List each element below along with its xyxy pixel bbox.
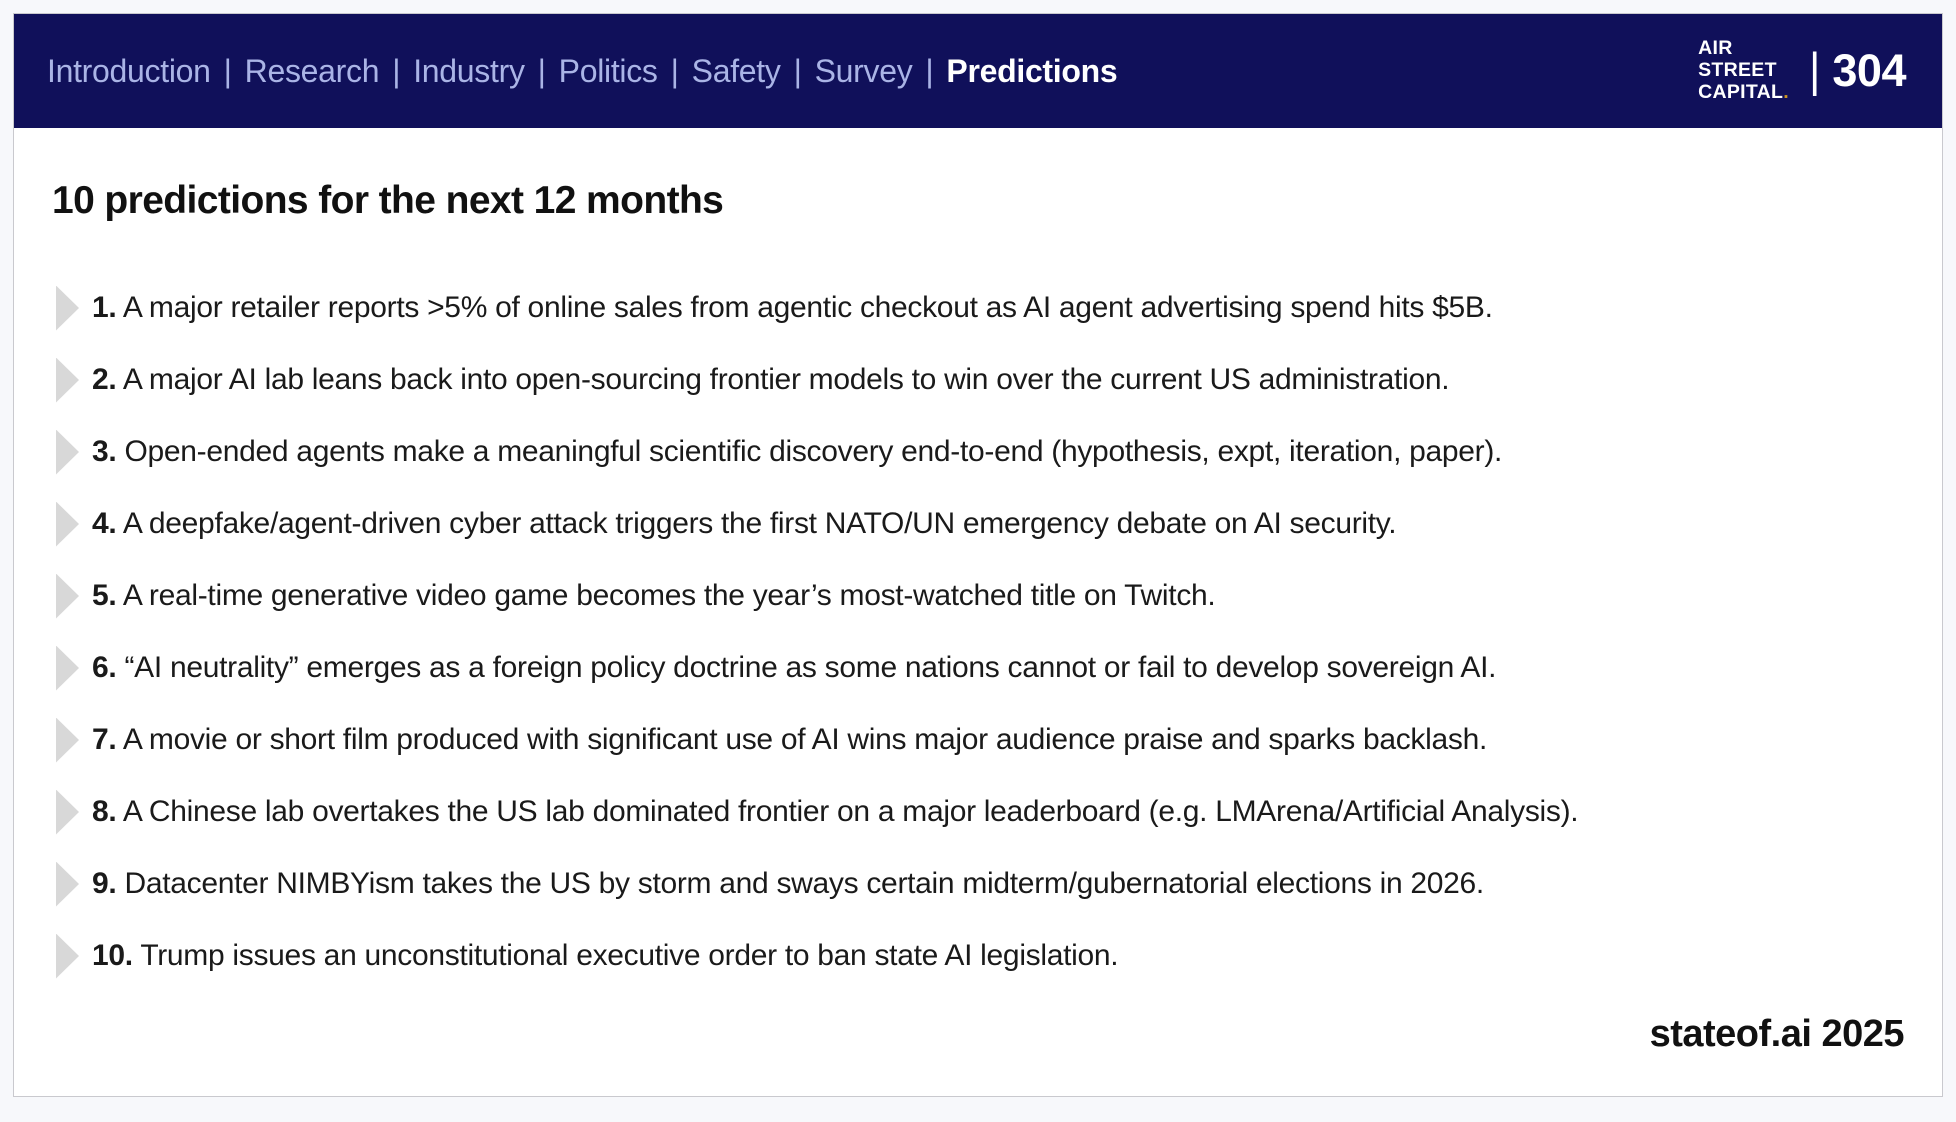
prediction-number: 9. — [92, 867, 117, 900]
prediction-number: 4. — [92, 507, 117, 540]
nav-item-introduction[interactable]: Introduction — [47, 52, 211, 89]
arrow-bullet-icon — [56, 501, 79, 547]
top-nav: Introduction | Research | Industry | Pol… — [47, 52, 1118, 90]
prediction-text: Open-ended agents make a meaningful scie… — [124, 435, 1503, 468]
arrow-bullet-icon — [56, 429, 79, 475]
nav-item-politics[interactable]: Politics — [558, 52, 658, 89]
prediction-number: 2. — [92, 363, 117, 396]
prediction-number: 8. — [92, 795, 117, 828]
prediction-number: 3. — [92, 435, 117, 468]
prediction-number: 10. — [92, 939, 133, 972]
prediction-number: 5. — [92, 579, 117, 612]
nav-item-survey[interactable]: Survey — [814, 52, 913, 89]
prediction-row-3: 3. Open-ended agents make a meaningful s… — [56, 416, 1922, 488]
logo-line-1: AIR — [1698, 37, 1733, 60]
prediction-number: 1. — [92, 291, 117, 324]
nav-item-predictions[interactable]: Predictions — [946, 52, 1118, 89]
logo-period: . — [1783, 80, 1789, 103]
prediction-text: A movie or short film produced with sign… — [122, 723, 1488, 756]
prediction-row-8: 8. A Chinese lab overtakes the US lab do… — [56, 776, 1922, 848]
nav-separator: | — [670, 52, 679, 89]
prediction-row-1: 1. A major retailer reports >5% of onlin… — [56, 272, 1922, 344]
nav-separator: | — [793, 52, 802, 89]
prediction-text: A major retailer reports >5% of online s… — [122, 291, 1493, 324]
slide-card: Introduction | Research | Industry | Pol… — [13, 13, 1943, 1097]
predictions-list: 1. A major retailer reports >5% of onlin… — [56, 272, 1922, 992]
prediction-row-4: 4. A deepfake/agent-driven cyber attack … — [56, 488, 1922, 560]
prediction-number: 6. — [92, 651, 117, 684]
page-number: | 304 — [1808, 44, 1907, 97]
arrow-bullet-icon — [56, 573, 79, 619]
logo-line-2: STREET — [1698, 59, 1777, 82]
nav-separator: | — [392, 52, 401, 89]
prediction-text: “AI neutrality” emerges as a foreign pol… — [124, 651, 1497, 684]
arrow-bullet-icon — [56, 645, 79, 691]
arrow-bullet-icon — [56, 285, 79, 331]
prediction-row-6: 6. “AI neutrality” emerges as a foreign … — [56, 632, 1922, 704]
prediction-row-9: 9. Datacenter NIMBYism takes the US by s… — [56, 848, 1922, 920]
prediction-text: A Chinese lab overtakes the US lab domin… — [122, 795, 1579, 828]
nav-separator: | — [537, 52, 546, 89]
nav-item-safety[interactable]: Safety — [691, 52, 781, 89]
stateof-ai-footer: stateof.ai 2025 — [1649, 1013, 1905, 1055]
prediction-text: A deepfake/agent-driven cyber attack tri… — [122, 507, 1397, 540]
arrow-bullet-icon — [56, 717, 79, 763]
arrow-bullet-icon — [56, 933, 79, 979]
header-bar: Introduction | Research | Industry | Pol… — [14, 14, 1942, 128]
nav-item-industry[interactable]: Industry — [413, 52, 525, 89]
prediction-row-10: 10. Trump issues an unconstitutional exe… — [56, 920, 1922, 992]
nav-separator: | — [925, 52, 934, 89]
page-title: 10 predictions for the next 12 months — [52, 179, 724, 222]
prediction-row-2: 2. A major AI lab leans back into open-s… — [56, 344, 1922, 416]
arrow-bullet-icon — [56, 357, 79, 403]
page-number-value: 304 — [1832, 45, 1906, 96]
air-street-capital-logo: AIR STREET CAPITAL. — [1698, 37, 1789, 103]
arrow-bullet-icon — [56, 789, 79, 835]
page-number-separator: | — [1808, 44, 1821, 97]
prediction-text: Datacenter NIMBYism takes the US by stor… — [124, 867, 1484, 900]
prediction-text: A real-time generative video game become… — [122, 579, 1216, 612]
prediction-row-5: 5. A real-time generative video game bec… — [56, 560, 1922, 632]
prediction-text: A major AI lab leans back into open-sour… — [122, 363, 1450, 396]
prediction-number: 7. — [92, 723, 117, 756]
nav-separator: | — [223, 52, 232, 89]
arrow-bullet-icon — [56, 861, 79, 907]
prediction-row-7: 7. A movie or short film produced with s… — [56, 704, 1922, 776]
logo-line-3: CAPITAL. — [1698, 80, 1789, 103]
nav-item-research[interactable]: Research — [244, 52, 380, 89]
prediction-text: Trump issues an unconstitutional executi… — [140, 939, 1119, 972]
